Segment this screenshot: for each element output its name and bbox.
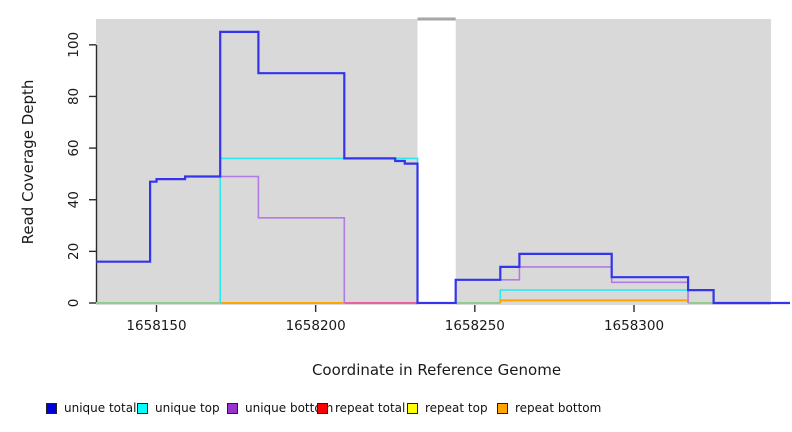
legend-label: unique total — [64, 401, 137, 415]
legend-item-repeat-bottom: repeat bottom — [497, 398, 601, 418]
highlight-band-2 — [455, 19, 771, 305]
series-unique-total — [96, 30, 790, 305]
legend-swatch — [317, 402, 328, 414]
x-axis-label: Coordinate in Reference Genome — [311, 361, 562, 379]
legend-swatch — [46, 402, 57, 414]
y-tick-label: 40 — [66, 191, 82, 208]
legend-swatch — [497, 402, 508, 414]
x-tick-label: 1658300 — [604, 318, 664, 334]
legend-label: unique bottom — [245, 401, 334, 415]
legend-swatch — [137, 402, 148, 414]
y-tick-label: 80 — [66, 88, 82, 105]
x-tick-label: 1658200 — [286, 318, 346, 334]
x-tick-label: 1658150 — [126, 318, 186, 334]
y-axis-label: Read Coverage Depth — [19, 79, 37, 245]
legend-item-unique-bottom: unique bottom — [227, 398, 333, 418]
legend-label: repeat total — [335, 401, 406, 415]
legend-label: repeat top — [425, 401, 488, 415]
legend-swatch — [407, 402, 418, 414]
y-tick-label: 0 — [66, 299, 82, 308]
legend-item-unique-total: unique total — [46, 398, 136, 418]
legend-label: repeat bottom — [515, 401, 602, 415]
x-tick-label: 1658250 — [445, 318, 505, 334]
y-tick-label: 20 — [66, 243, 82, 260]
masked-region-cap — [417, 17, 456, 21]
plot-legend: unique total unique top unique bottom repea… — [0, 398, 792, 420]
y-tick-label: 100 — [66, 32, 82, 58]
y-tick-label: 60 — [66, 139, 82, 156]
legend-label: unique top — [155, 401, 220, 415]
legend-swatch — [227, 402, 238, 414]
legend-item-repeat-top: repeat top — [407, 398, 488, 418]
legend-item-repeat-total: repeat total — [317, 398, 405, 418]
legend-item-unique-top: unique top — [137, 398, 220, 418]
